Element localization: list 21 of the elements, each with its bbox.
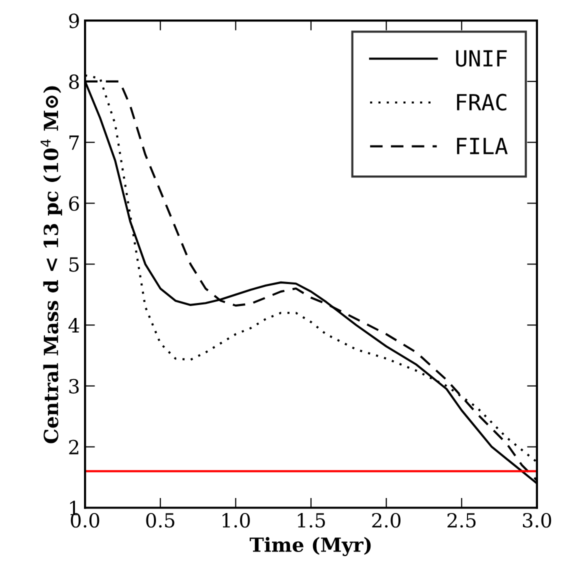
x-axis-title: Time (Myr) [250,536,371,556]
y-tick-label: 1 [70,500,78,516]
legend-label: FILA [457,138,508,154]
y-tick-label: 3 [69,378,79,394]
x-tick-label: 0.5 [146,512,174,528]
x-tick-label: 3.0 [522,512,552,528]
y-axis-title: Central Mass d < 13 pc (10$^{4}$ M⊙) [40,86,62,444]
y-tick-label: 7 [69,136,79,150]
y-tick-label: 4 [68,318,80,332]
y-tick-label: 9 [69,14,79,28]
legend-label: UNIF [456,50,507,67]
x-tick-label: 1.0 [222,512,250,528]
y-tick-label: 2 [69,440,78,454]
x-tick-label: 2.0 [372,512,400,528]
x-tick-label: 1.5 [298,512,325,528]
x-tick-label: 2.5 [447,512,476,528]
y-tick-label: 8 [69,74,79,90]
y-tick-label: 5 [69,257,79,272]
x-tick-label: 0.0 [70,512,100,528]
legend-label: FRAC [457,94,506,111]
y-tick-label: 6 [69,196,79,211]
